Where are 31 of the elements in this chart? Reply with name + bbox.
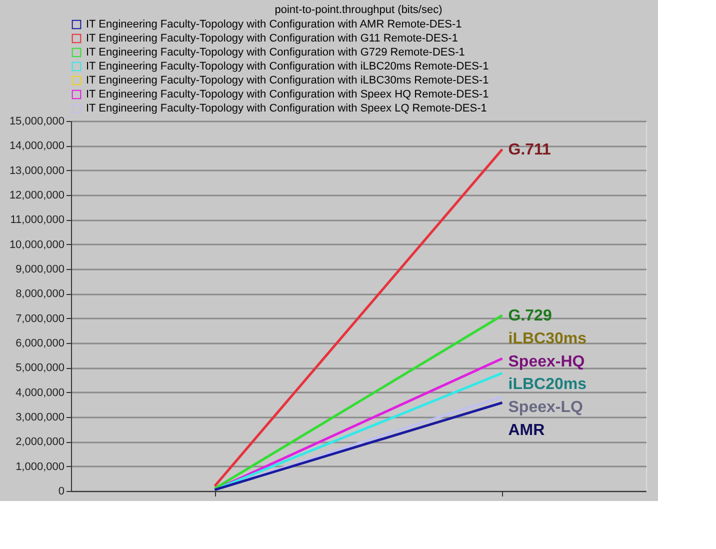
y-tick-label: 12,000,000 xyxy=(9,190,64,202)
annotation: iLBC30ms xyxy=(508,330,587,348)
y-tick-label: 9,000,000 xyxy=(16,264,64,276)
y-tick-label: 5,000,000 xyxy=(16,362,64,374)
annotation: iLBC20ms xyxy=(508,376,587,394)
y-tick-label: 2,000,000 xyxy=(16,436,64,448)
annotation: Speex-HQ xyxy=(508,353,585,370)
legend-label: IT Engineering Faculty-Topology with Configuration with AMR Remote-DES-1 xyxy=(86,18,462,30)
y-tick-label: 10,000,000 xyxy=(9,238,64,251)
y-tick-label: 8,000,000 xyxy=(16,288,64,300)
annotation: AMR xyxy=(508,422,546,440)
y-tick-label: 14,000,000 xyxy=(9,140,64,152)
y-tick-label: 4,000,000 xyxy=(16,386,64,399)
legend-label: IT Engineering Faculty-Topology with Configuration with iLBC20ms Remote-DES-1 xyxy=(86,60,489,72)
chart-title: point-to-point.throughput (bits/sec) xyxy=(274,4,442,16)
y-tick-label: 7,000,000 xyxy=(16,312,64,325)
y-tick-label: 13,000,000 xyxy=(9,164,64,177)
y-tick-label: 15,000,000 xyxy=(9,116,64,128)
legend-label: IT Engineering Faculty-Topology with Configuration with G11 Remote-DES-1 xyxy=(86,32,458,44)
legend-label: IT Engineering Faculty-Topology with Configuration with Speex HQ Remote-DES-1 xyxy=(86,88,489,100)
annotation: G.711 xyxy=(508,141,552,158)
annotation: Speex-LQ xyxy=(508,399,583,416)
y-tick-label: 11,000,000 xyxy=(10,214,64,226)
y-tick-label: 3,000,000 xyxy=(16,412,64,424)
annotation: G.729 xyxy=(508,307,552,324)
legend-label: IT Engineering Faculty-Topology with Configuration with G729 Remote-DES-1 xyxy=(86,46,465,58)
y-tick-label: 1,000,000 xyxy=(16,460,64,473)
legend-label: IT Engineering Faculty-Topology with Configuration with Speex LQ Remote-DES-1 xyxy=(86,102,487,114)
y-tick-label: 0 xyxy=(58,486,64,498)
y-tick-label: 6,000,000 xyxy=(16,338,64,350)
legend-label: IT Engineering Faculty-Topology with Configuration with iLBC30ms Remote-DES-1 xyxy=(86,74,489,86)
